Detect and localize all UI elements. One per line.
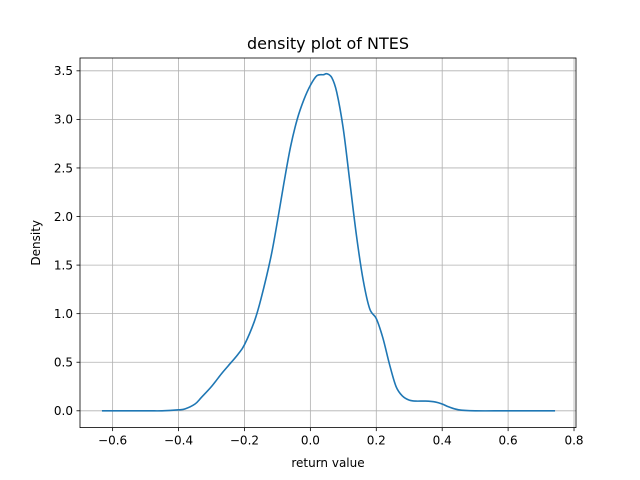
y-tick-label: 0.0 [54,404,73,418]
x-tick-label: 0.4 [433,434,452,448]
x-axis-ticks: −0.6 −0.4 −0.2 0.0 0.2 0.4 0.6 0.8 [98,427,584,448]
density-line [101,72,556,412]
x-tick-label: 0.2 [367,434,386,448]
x-axis-label: return value [291,456,364,470]
x-tick-label: 0.0 [301,434,320,448]
x-tick-label: 0.8 [564,434,583,448]
grid-layer [80,58,576,428]
y-tick-label: 1.5 [54,258,73,272]
y-tick-label: 1.0 [54,307,73,321]
y-tick-label: 2.5 [54,161,73,175]
y-axis-ticks: 0.0 0.5 1.0 1.5 2.0 2.5 3.0 3.5 [54,64,80,418]
plot-frame [79,57,577,429]
y-tick-label: 0.5 [54,356,73,370]
y-axis-label: Density [29,220,43,266]
y-tick-label: 3.5 [54,64,73,78]
x-tick-label: −0.6 [98,434,127,448]
y-tick-label: 3.0 [54,113,73,127]
x-tick-label: 0.6 [499,434,518,448]
chart-title: density plot of NTES [247,34,409,53]
y-tick-label: 2.0 [54,210,73,224]
x-tick-label: −0.2 [230,434,259,448]
x-tick-label: −0.4 [164,434,193,448]
line-layer [101,72,556,412]
